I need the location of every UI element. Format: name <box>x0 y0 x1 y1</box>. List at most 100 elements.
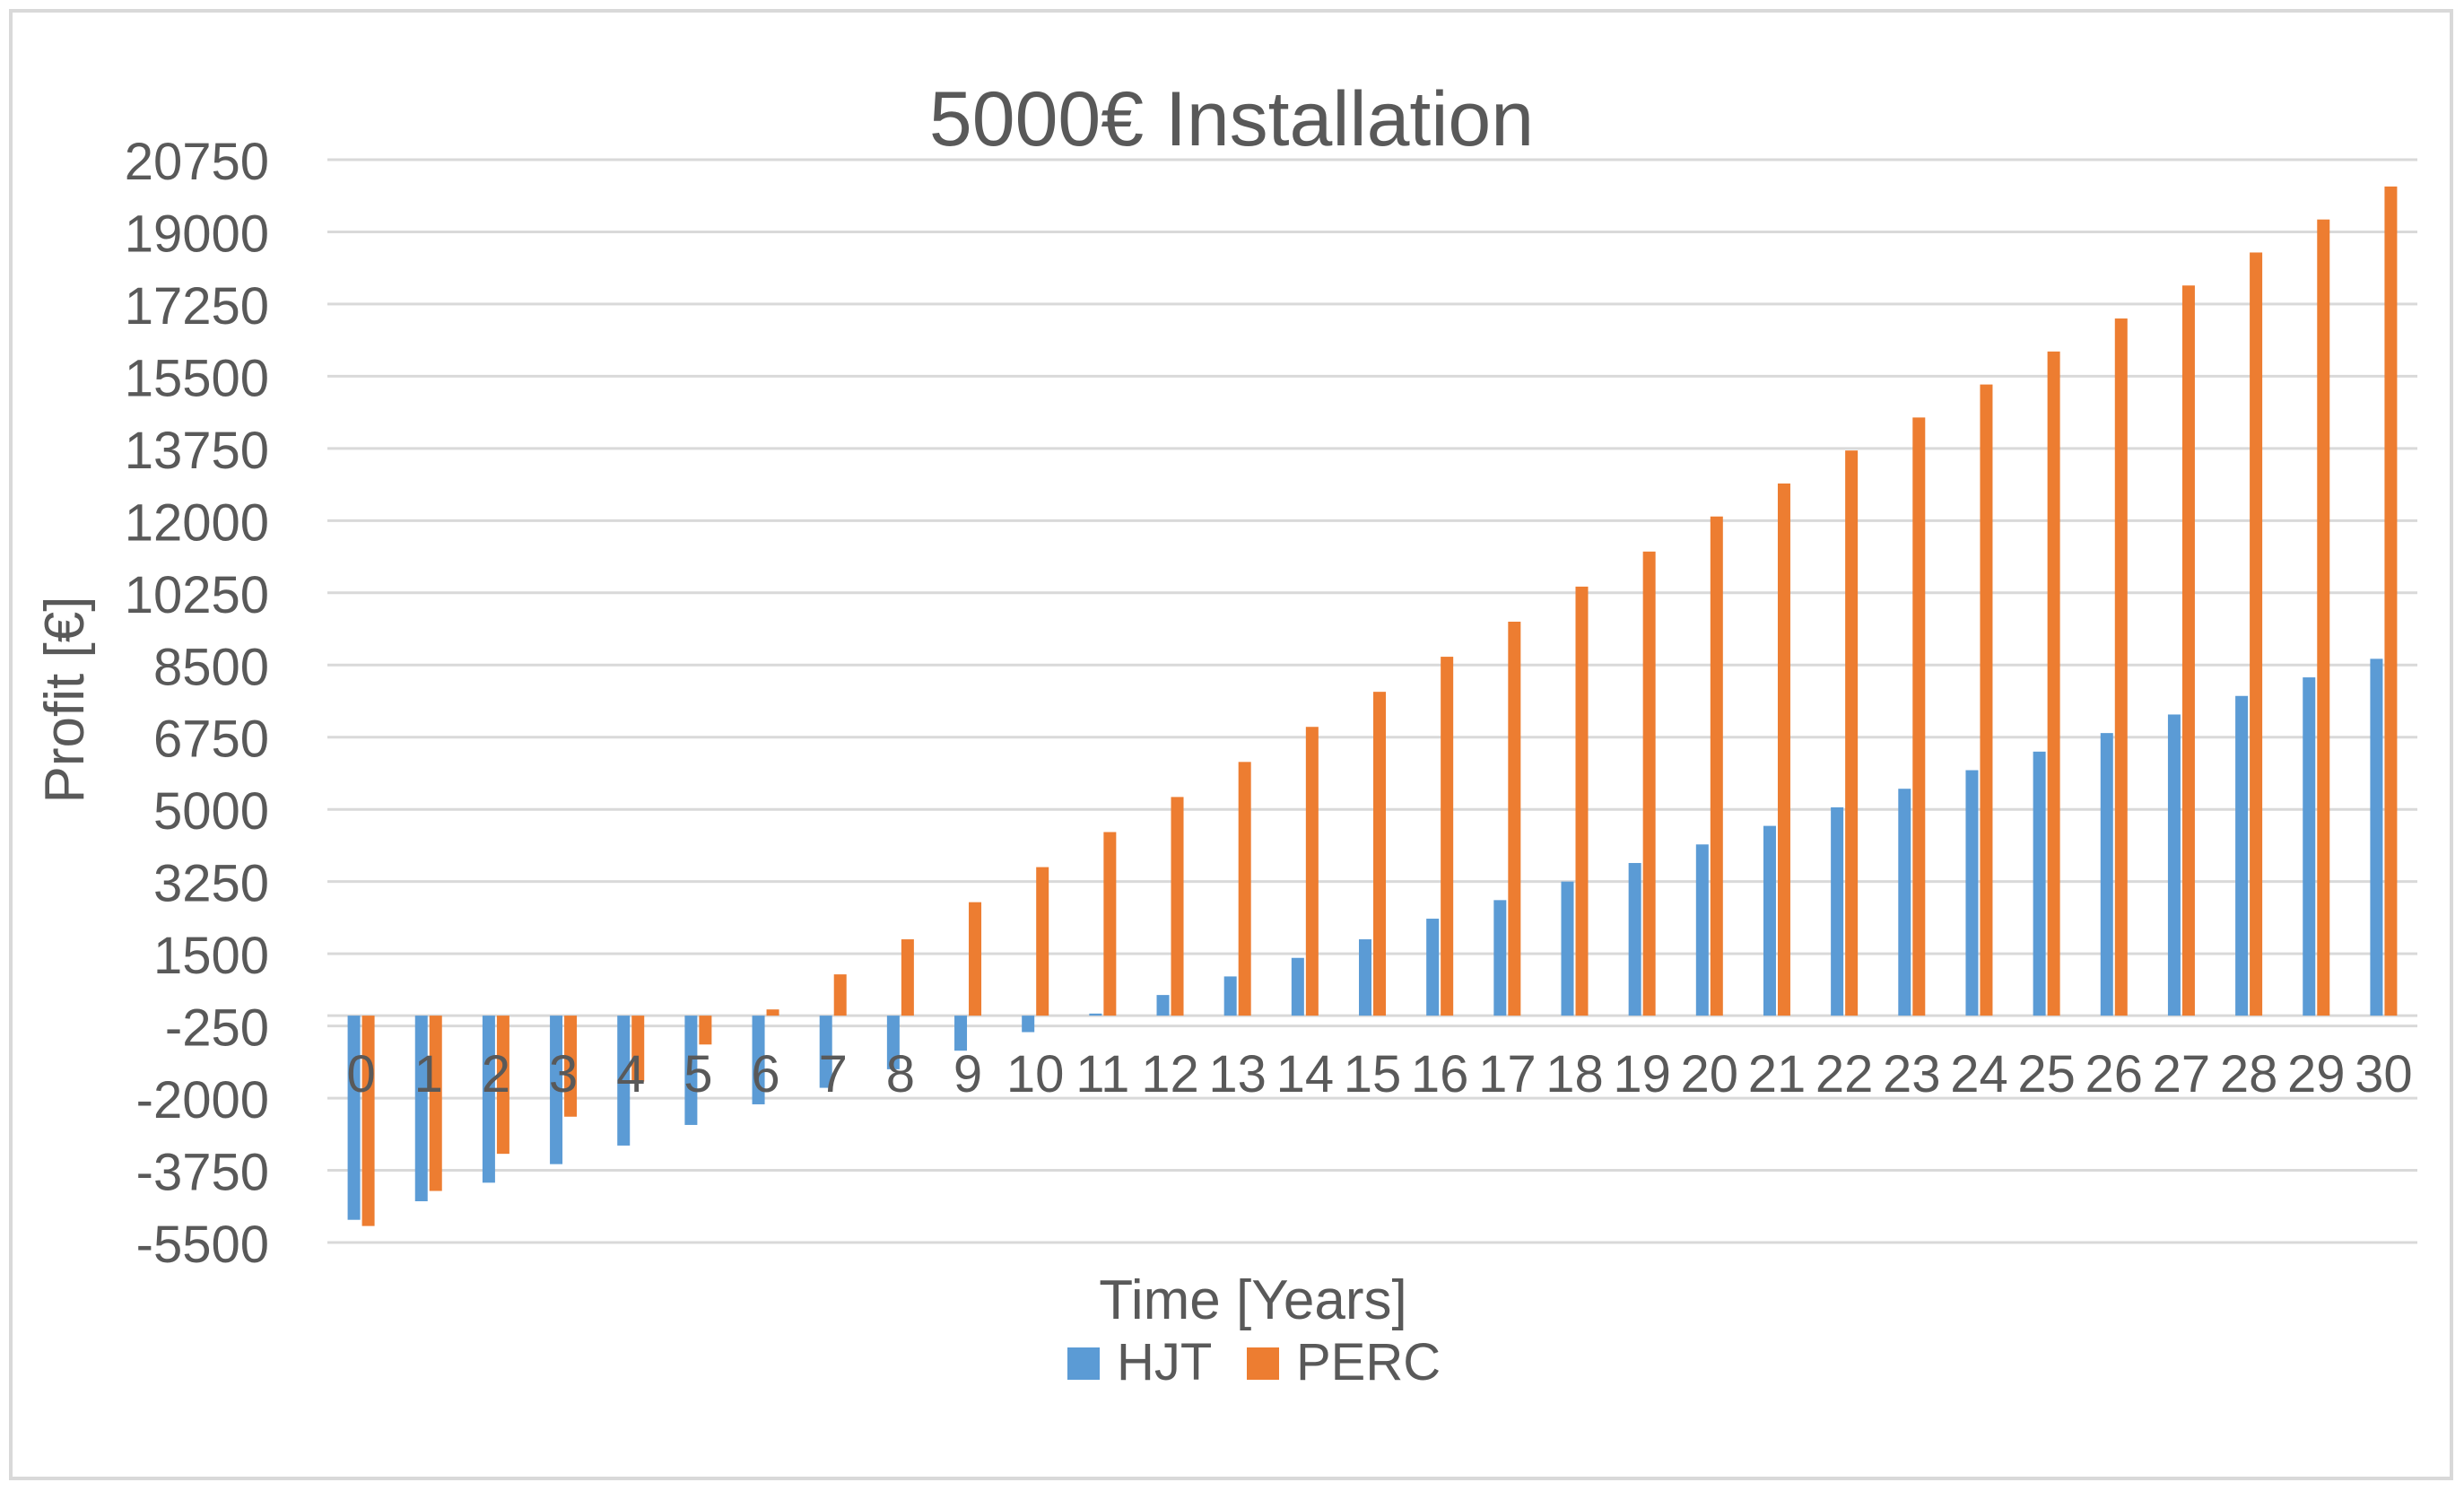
bar-hjt <box>617 1016 631 1146</box>
bar-perc <box>1305 727 1319 1016</box>
bar-perc <box>564 1016 578 1117</box>
y-tick-label: -3750 <box>136 1144 269 1202</box>
x-tick-label: 26 <box>2085 1045 2144 1103</box>
y-tick-label: 10250 <box>125 566 269 624</box>
x-tick-label: 27 <box>2153 1045 2211 1103</box>
bar-hjt <box>1156 995 1170 1016</box>
bar-hjt <box>2235 695 2249 1016</box>
y-tick-label: 8500 <box>153 638 269 696</box>
bar-hjt <box>550 1016 563 1164</box>
bar-hjt <box>2167 714 2181 1016</box>
bar-hjt <box>1089 1013 1102 1016</box>
x-tick-label: 14 <box>1276 1045 1335 1103</box>
x-tick-label: 29 <box>2287 1045 2346 1103</box>
x-tick-label: 9 <box>953 1045 982 1103</box>
bars <box>347 186 2398 1226</box>
legend-label-perc: PERC <box>1296 1333 1441 1391</box>
bar-hjt <box>954 1016 968 1051</box>
x-tick-label: 15 <box>1344 1045 1402 1103</box>
bar-hjt <box>1426 919 1440 1016</box>
y-tick-label: -2000 <box>136 1071 269 1129</box>
x-tick-label: 20 <box>1681 1045 1739 1103</box>
bar-perc <box>2114 318 2128 1016</box>
x-tick-label: 3 <box>549 1045 578 1103</box>
bar-perc <box>1373 692 1386 1016</box>
bar-hjt <box>414 1016 428 1202</box>
bar-perc <box>699 1016 712 1045</box>
y-tick-label: -250 <box>165 999 269 1058</box>
bar-perc <box>429 1016 442 1191</box>
x-axis-ticks: 0 1 2 3 4 5 6 7 8 9 10 11 12 13 14 15 16 17 18 19 20 21 22 23 24… <box>346 1045 2412 1103</box>
bar-hjt <box>1965 770 1979 1016</box>
chart-title: 5000€ Installation <box>929 76 1534 162</box>
bar-hjt <box>1763 825 1776 1016</box>
legend-swatch-perc <box>1247 1347 1279 1380</box>
bar-hjt <box>347 1016 361 1220</box>
bar-perc <box>1508 621 1521 1016</box>
bar-perc <box>2317 219 2330 1016</box>
x-tick-label: 17 <box>1478 1045 1537 1103</box>
chart-frame <box>9 9 2453 1480</box>
bar-perc <box>1912 417 1926 1016</box>
x-tick-label: 8 <box>886 1045 915 1103</box>
y-tick-label: 5000 <box>153 782 269 841</box>
x-tick-label: 23 <box>1883 1045 1941 1103</box>
bar-hjt <box>1628 862 1641 1016</box>
y-tick-label: 3250 <box>153 855 269 913</box>
x-tick-label: 11 <box>1075 1045 1129 1103</box>
gridlines <box>327 158 2417 1244</box>
y-tick-label: 13750 <box>125 422 269 480</box>
y-tick-label: 12000 <box>125 493 269 552</box>
x-tick-label: 5 <box>683 1045 712 1103</box>
bar-hjt <box>1359 939 1371 1016</box>
x-tick-label: 25 <box>2017 1045 2076 1103</box>
x-tick-label: 10 <box>1006 1045 1065 1103</box>
x-tick-label: 28 <box>2220 1045 2278 1103</box>
x-tick-label: 7 <box>819 1045 848 1103</box>
bar-perc <box>901 939 914 1016</box>
x-tick-label: 13 <box>1208 1045 1267 1103</box>
x-tick-label: 2 <box>482 1045 510 1103</box>
x-tick-label: 19 <box>1613 1045 1671 1103</box>
x-tick-label: 16 <box>1411 1045 1469 1103</box>
bar-hjt <box>1493 900 1507 1016</box>
bar-perc <box>1710 516 1723 1016</box>
bar-perc <box>1103 832 1117 1016</box>
bar-perc <box>1238 762 1251 1016</box>
bar-perc <box>833 974 847 1016</box>
bar-perc <box>766 1009 779 1016</box>
bar-perc <box>1980 384 1993 1016</box>
x-tick-label: 6 <box>751 1045 779 1103</box>
y-tick-label: 1500 <box>153 927 269 985</box>
bar-hjt <box>2303 677 2316 1016</box>
bar-perc <box>2384 186 2398 1016</box>
x-tick-label: 21 <box>1748 1045 1807 1103</box>
y-axis-label: Profit [€] <box>34 597 96 804</box>
bar-perc <box>2250 252 2263 1016</box>
bar-hjt <box>1223 976 1237 1016</box>
bar-perc <box>361 1016 375 1226</box>
y-tick-label: 15500 <box>125 349 269 407</box>
bar-hjt <box>1022 1016 1035 1033</box>
bar-perc <box>1575 586 1589 1016</box>
bar-hjt <box>482 1016 495 1183</box>
bar-hjt <box>1291 957 1304 1016</box>
x-tick-label: 4 <box>616 1045 645 1103</box>
x-tick-label: 30 <box>2355 1045 2413 1103</box>
bar-perc <box>1171 797 1184 1016</box>
bar-hjt <box>819 1016 832 1088</box>
bar-perc <box>1845 450 1859 1016</box>
bar-perc <box>1642 551 1656 1016</box>
x-tick-label: 12 <box>1141 1045 1199 1103</box>
x-tick-label: 18 <box>1545 1045 1604 1103</box>
legend-swatch-hjt <box>1067 1347 1100 1380</box>
bar-hjt <box>1898 789 1911 1016</box>
bar-perc <box>969 902 982 1016</box>
x-tick-label: 1 <box>414 1045 443 1103</box>
x-axis-label: Time [Years] <box>1099 1269 1406 1331</box>
bar-hjt <box>1561 881 1574 1016</box>
x-tick-label: 22 <box>1815 1045 1874 1103</box>
bar-perc <box>2181 285 2195 1016</box>
bar-hjt <box>1695 844 1709 1016</box>
